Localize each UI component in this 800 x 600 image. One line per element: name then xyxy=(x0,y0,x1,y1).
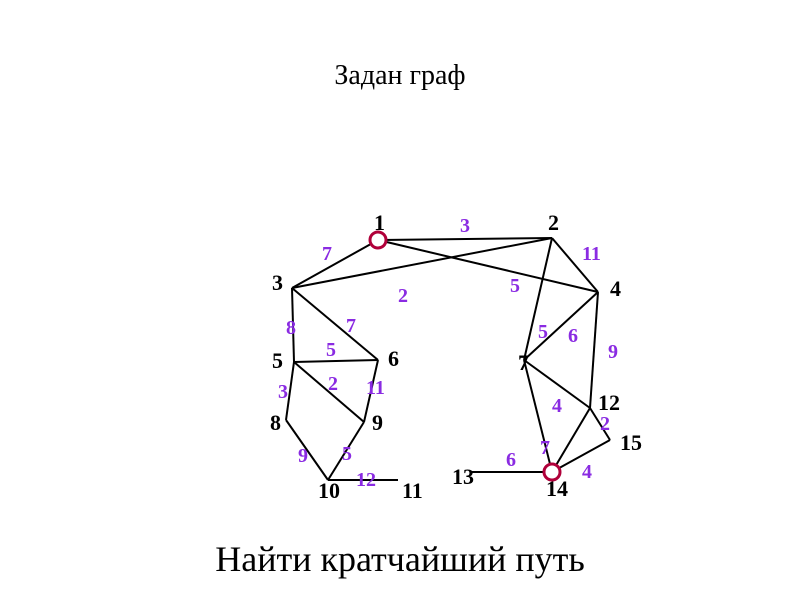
edge-4-12 xyxy=(590,292,598,408)
edge-weight-5-8: 3 xyxy=(278,381,288,403)
node-label-14: 14 xyxy=(546,476,568,501)
edge-weight-12-15: 2 xyxy=(600,413,610,435)
edge-weight-6-9: 11 xyxy=(366,377,385,399)
edge-5-6 xyxy=(294,360,378,362)
edge-weight-10-11: 12 xyxy=(356,469,376,491)
node-label-6: 6 xyxy=(388,346,399,371)
graph-diagram: 3752115876953211479512264123456789101112… xyxy=(130,110,670,530)
edge-1-2 xyxy=(378,238,552,240)
node-label-13: 13 xyxy=(452,464,474,489)
node-label-12: 12 xyxy=(598,390,620,415)
node-label-4: 4 xyxy=(610,276,621,301)
edge-weight-3-5: 8 xyxy=(286,317,296,339)
edge-1-3 xyxy=(292,240,378,288)
title-line-1: Задан граф xyxy=(334,60,465,91)
node-label-5: 5 xyxy=(272,348,283,373)
node-label-3: 3 xyxy=(272,270,283,295)
node-label-7: 7 xyxy=(518,350,529,375)
node-label-8: 8 xyxy=(270,410,281,435)
edge-weight-1-4: 5 xyxy=(510,275,520,297)
node-label-1: 1 xyxy=(374,210,385,235)
edge-weight-3-6: 7 xyxy=(346,315,356,337)
node-label-2: 2 xyxy=(548,210,559,235)
edge-weight-5-6: 5 xyxy=(326,339,336,361)
edge-weight-1-2: 3 xyxy=(460,215,470,237)
page: Задан граф с начальной 1-ой и конечной 1… xyxy=(0,0,800,600)
edge-weight-7-12: 4 xyxy=(552,395,562,417)
node-label-15: 15 xyxy=(620,430,642,455)
edge-weight-2-7: 5 xyxy=(538,321,548,343)
edge-weight-4-7: 6 xyxy=(568,325,578,347)
bottom-caption: Найти кратчайший путь xyxy=(0,538,800,580)
edge-weight-2-3: 2 xyxy=(398,285,408,307)
edge-weight-7-14: 7 xyxy=(540,437,550,459)
edge-weight-13-14: 6 xyxy=(506,449,516,471)
node-label-10: 10 xyxy=(318,478,340,503)
edge-weight-14-15: 4 xyxy=(582,461,592,483)
node-label-9: 9 xyxy=(372,410,383,435)
bottom-line: Найти кратчайший путь xyxy=(215,539,585,579)
node-label-11: 11 xyxy=(402,478,423,503)
edge-weight-2-4: 11 xyxy=(582,243,601,265)
edge-weight-5-9: 2 xyxy=(328,373,338,395)
edge-weight-8-10: 9 xyxy=(298,445,308,467)
edge-4-7 xyxy=(524,292,598,360)
edge-weight-4-12: 9 xyxy=(608,341,618,363)
edge-weight-1-3: 7 xyxy=(322,243,332,265)
edge-weight-9-10: 5 xyxy=(342,443,352,465)
